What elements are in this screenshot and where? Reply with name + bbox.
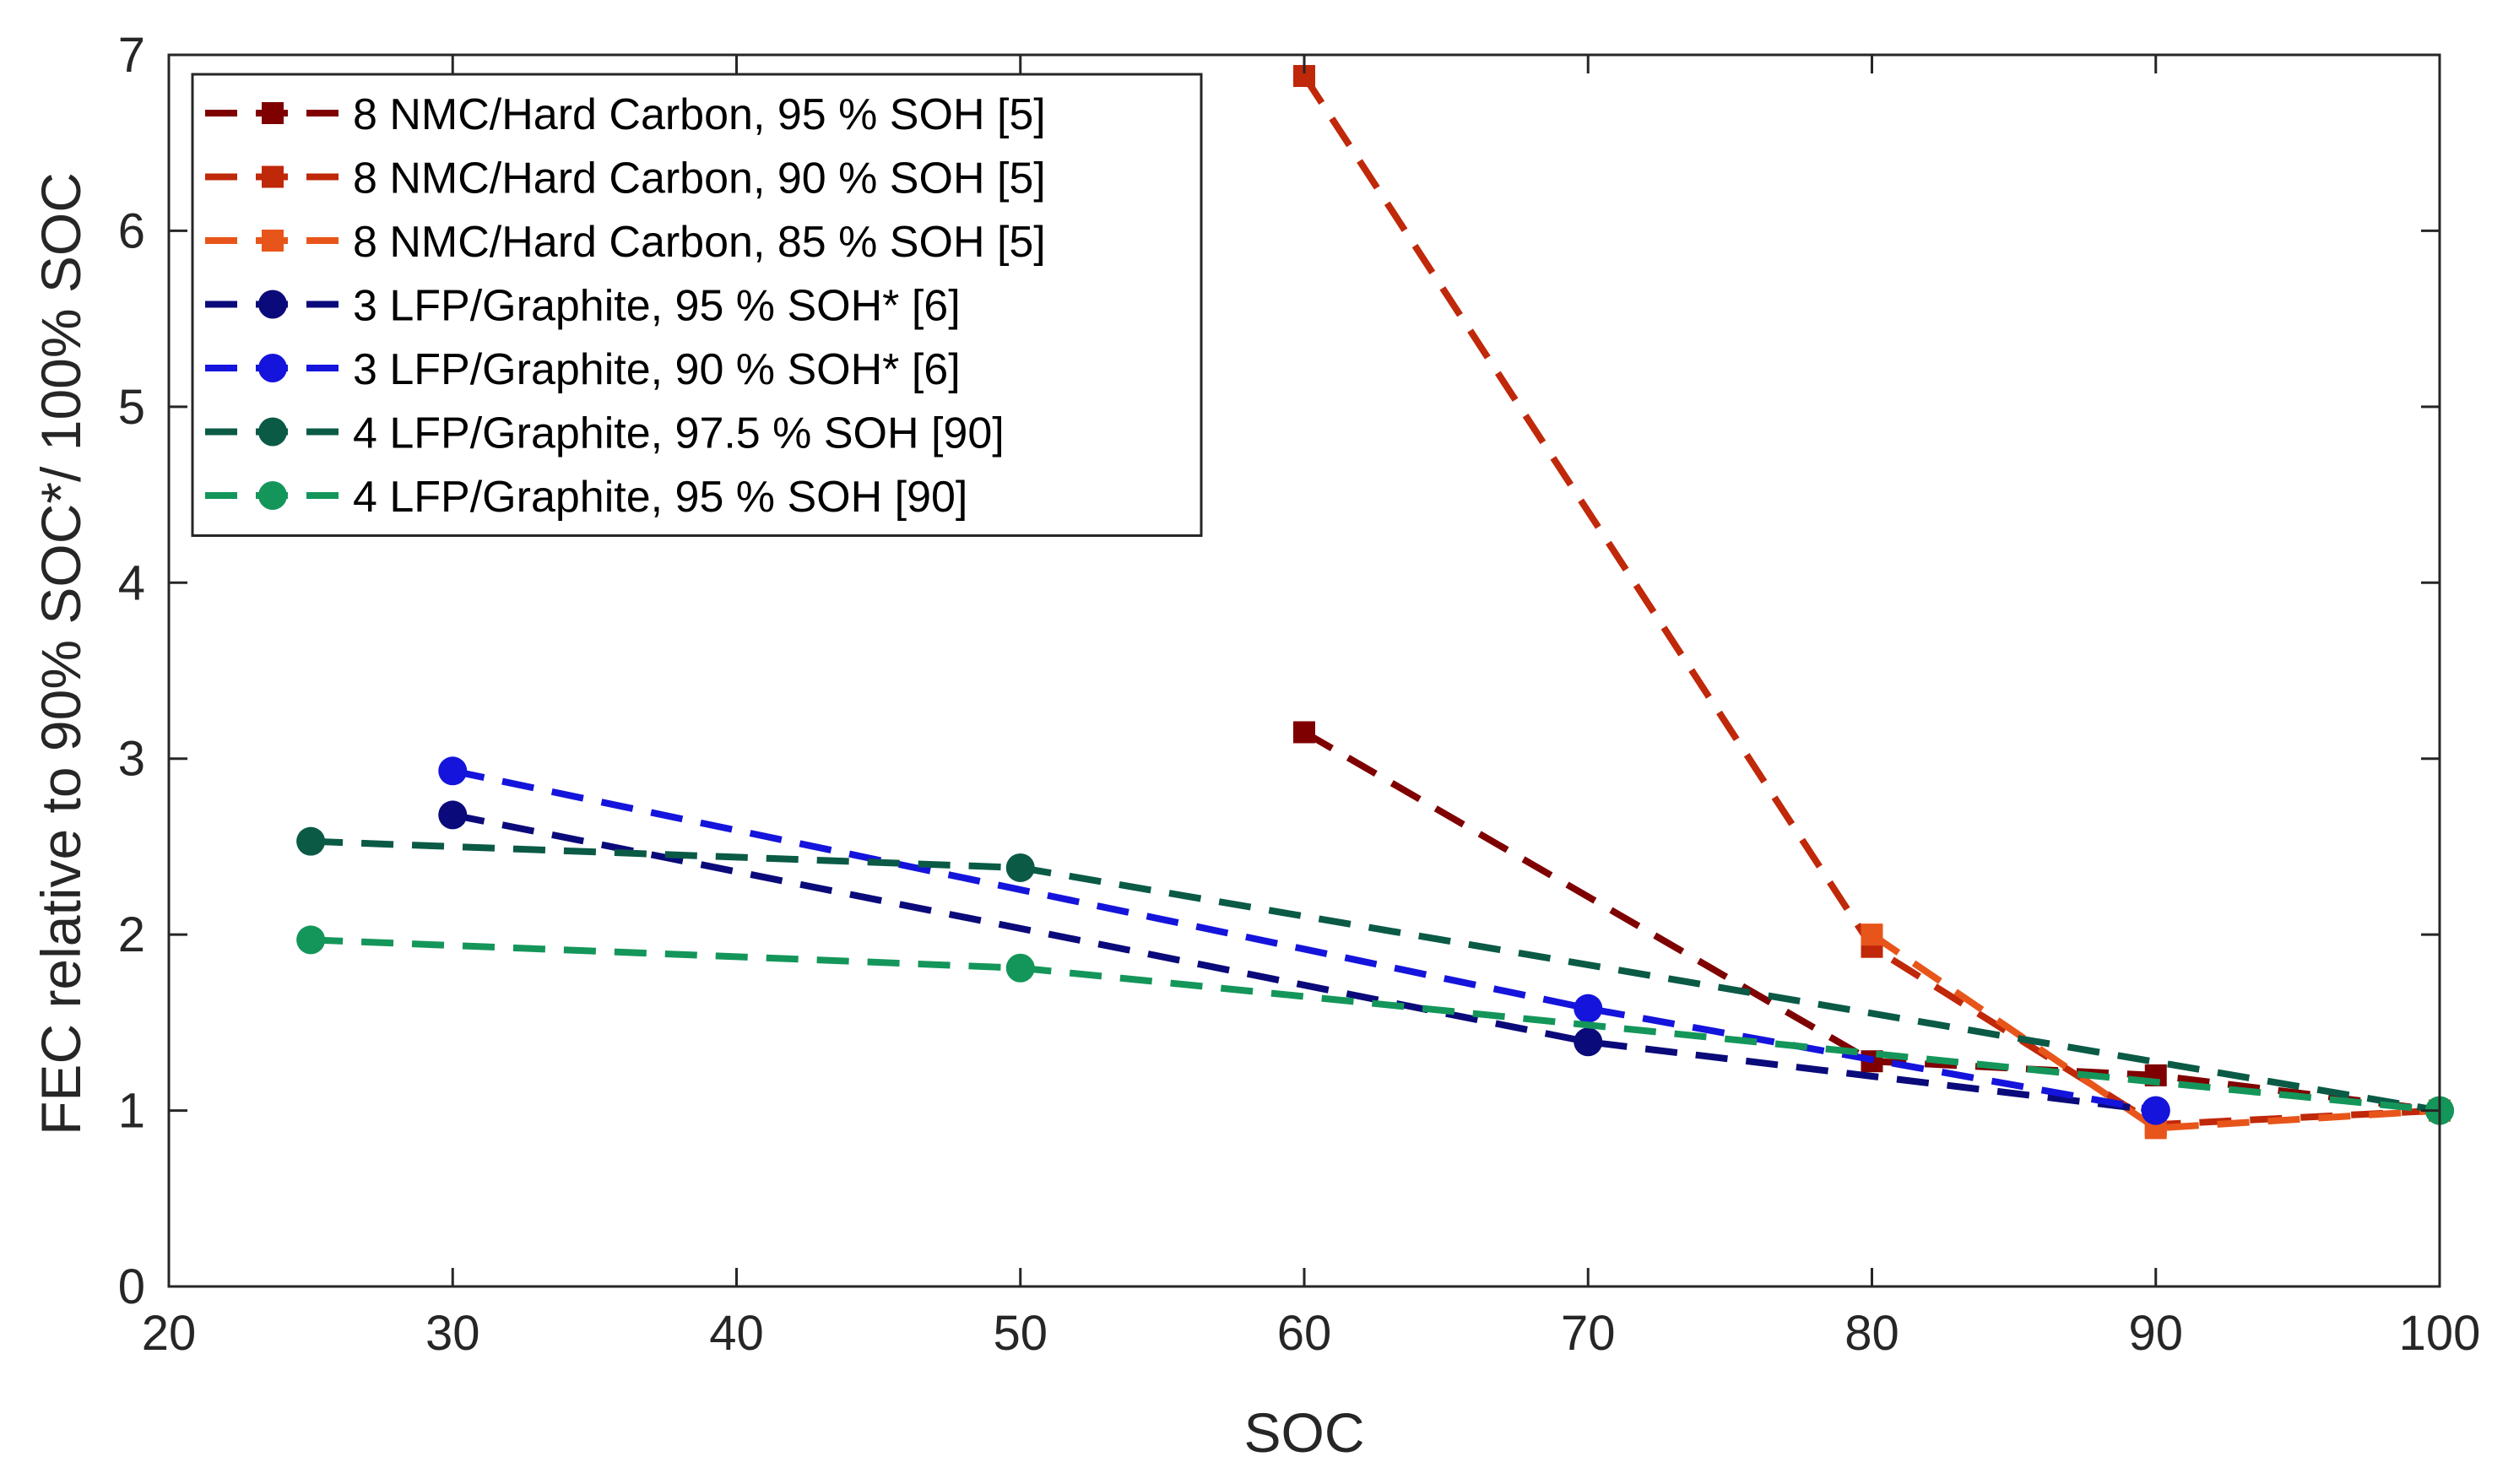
legend-label: 8 NMC/Hard Carbon, 85 % SOH [5] — [353, 218, 1046, 267]
legend: 8 NMC/Hard Carbon, 95 % SOH [5] 8 NMC/Har… — [191, 73, 1203, 537]
legend-item: 4 LFP/Graphite, 95 % SOH [90] — [205, 473, 967, 522]
legend-item: 3 LFP/Graphite, 90 % SOH* [6] — [205, 345, 961, 394]
legend-label: 3 LFP/Graphite, 90 % SOH* [6] — [353, 345, 961, 394]
x-tick-label: 20 — [142, 1306, 197, 1361]
legend-item: 8 NMC/Hard Carbon, 95 % SOH [5] — [205, 90, 1046, 139]
legend-item: 8 NMC/Hard Carbon, 90 % SOH [5] — [205, 154, 1046, 203]
legend-label: 4 LFP/Graphite, 95 % SOH [90] — [353, 473, 967, 522]
legend-item: 3 LFP/Graphite, 95 % SOH* [6] — [205, 282, 961, 331]
legend-label: 8 NMC/Hard Carbon, 95 % SOH [5] — [353, 90, 1046, 139]
plot-series — [296, 65, 2454, 1140]
legend-box — [191, 73, 1203, 537]
data-point — [438, 756, 468, 786]
x-tick-label: 50 — [993, 1306, 1048, 1361]
x-tick-label: 60 — [1277, 1306, 1332, 1361]
series-line — [1870, 931, 2440, 1132]
data-point — [296, 826, 326, 856]
x-axis: 20 30 40 50 60 70 80 90 100 — [142, 55, 2481, 1361]
legend-marker — [262, 102, 284, 124]
y-tick-label: 5 — [118, 380, 145, 435]
x-tick-label: 90 — [2128, 1306, 2183, 1361]
y-tick-label: 0 — [118, 1259, 145, 1314]
data-point — [1861, 923, 1883, 946]
x-tick-label: 80 — [1844, 1306, 1899, 1361]
series-5 — [438, 756, 2170, 1125]
data-point — [1574, 1027, 1603, 1057]
legend-label: 4 LFP/Graphite, 97.5 % SOH [90] — [353, 409, 1005, 458]
y-tick-label: 2 — [118, 907, 145, 962]
series-line — [1301, 73, 2440, 1129]
legend-marker — [262, 165, 284, 188]
legend-marker — [258, 354, 287, 382]
data-point — [438, 800, 468, 830]
legend-marker — [258, 290, 287, 319]
legend-marker — [262, 230, 284, 252]
legend-item: 4 LFP/Graphite, 97.5 % SOH [90] — [205, 409, 1005, 458]
series-line — [452, 811, 2157, 1114]
x-tick-label: 100 — [2399, 1306, 2481, 1361]
legend-marker — [258, 481, 287, 510]
data-point — [1005, 853, 1035, 882]
y-axis-label: FEC relative to 90% SOC*/ 100% SOC — [30, 172, 92, 1135]
legend-label: 8 NMC/Hard Carbon, 90 % SOH [5] — [353, 154, 1046, 203]
y-tick-label: 4 — [118, 555, 145, 610]
data-point — [1574, 994, 1603, 1023]
x-tick-label: 30 — [425, 1306, 480, 1361]
legend-item: 8 NMC/Hard Carbon, 85 % SOH [5] — [205, 218, 1046, 267]
series-7 — [296, 925, 2454, 1125]
x-tick-label: 70 — [1561, 1306, 1616, 1361]
y-axis: 0 1 2 3 4 5 6 7 — [118, 28, 2440, 1314]
data-point — [1293, 721, 1315, 744]
y-tick-label: 1 — [118, 1084, 145, 1139]
data-point — [2141, 1096, 2170, 1125]
data-point — [1005, 953, 1035, 983]
x-tick-label: 40 — [709, 1306, 764, 1361]
series-line — [452, 767, 2157, 1114]
y-tick-label: 6 — [118, 203, 145, 258]
y-tick-label: 7 — [118, 28, 145, 83]
data-point — [296, 925, 326, 955]
legend-marker — [258, 417, 287, 447]
legend-label: 3 LFP/Graphite, 95 % SOH* [6] — [353, 282, 961, 331]
x-axis-label: SOC — [1243, 1401, 1364, 1464]
y-tick-label: 3 — [118, 732, 145, 787]
